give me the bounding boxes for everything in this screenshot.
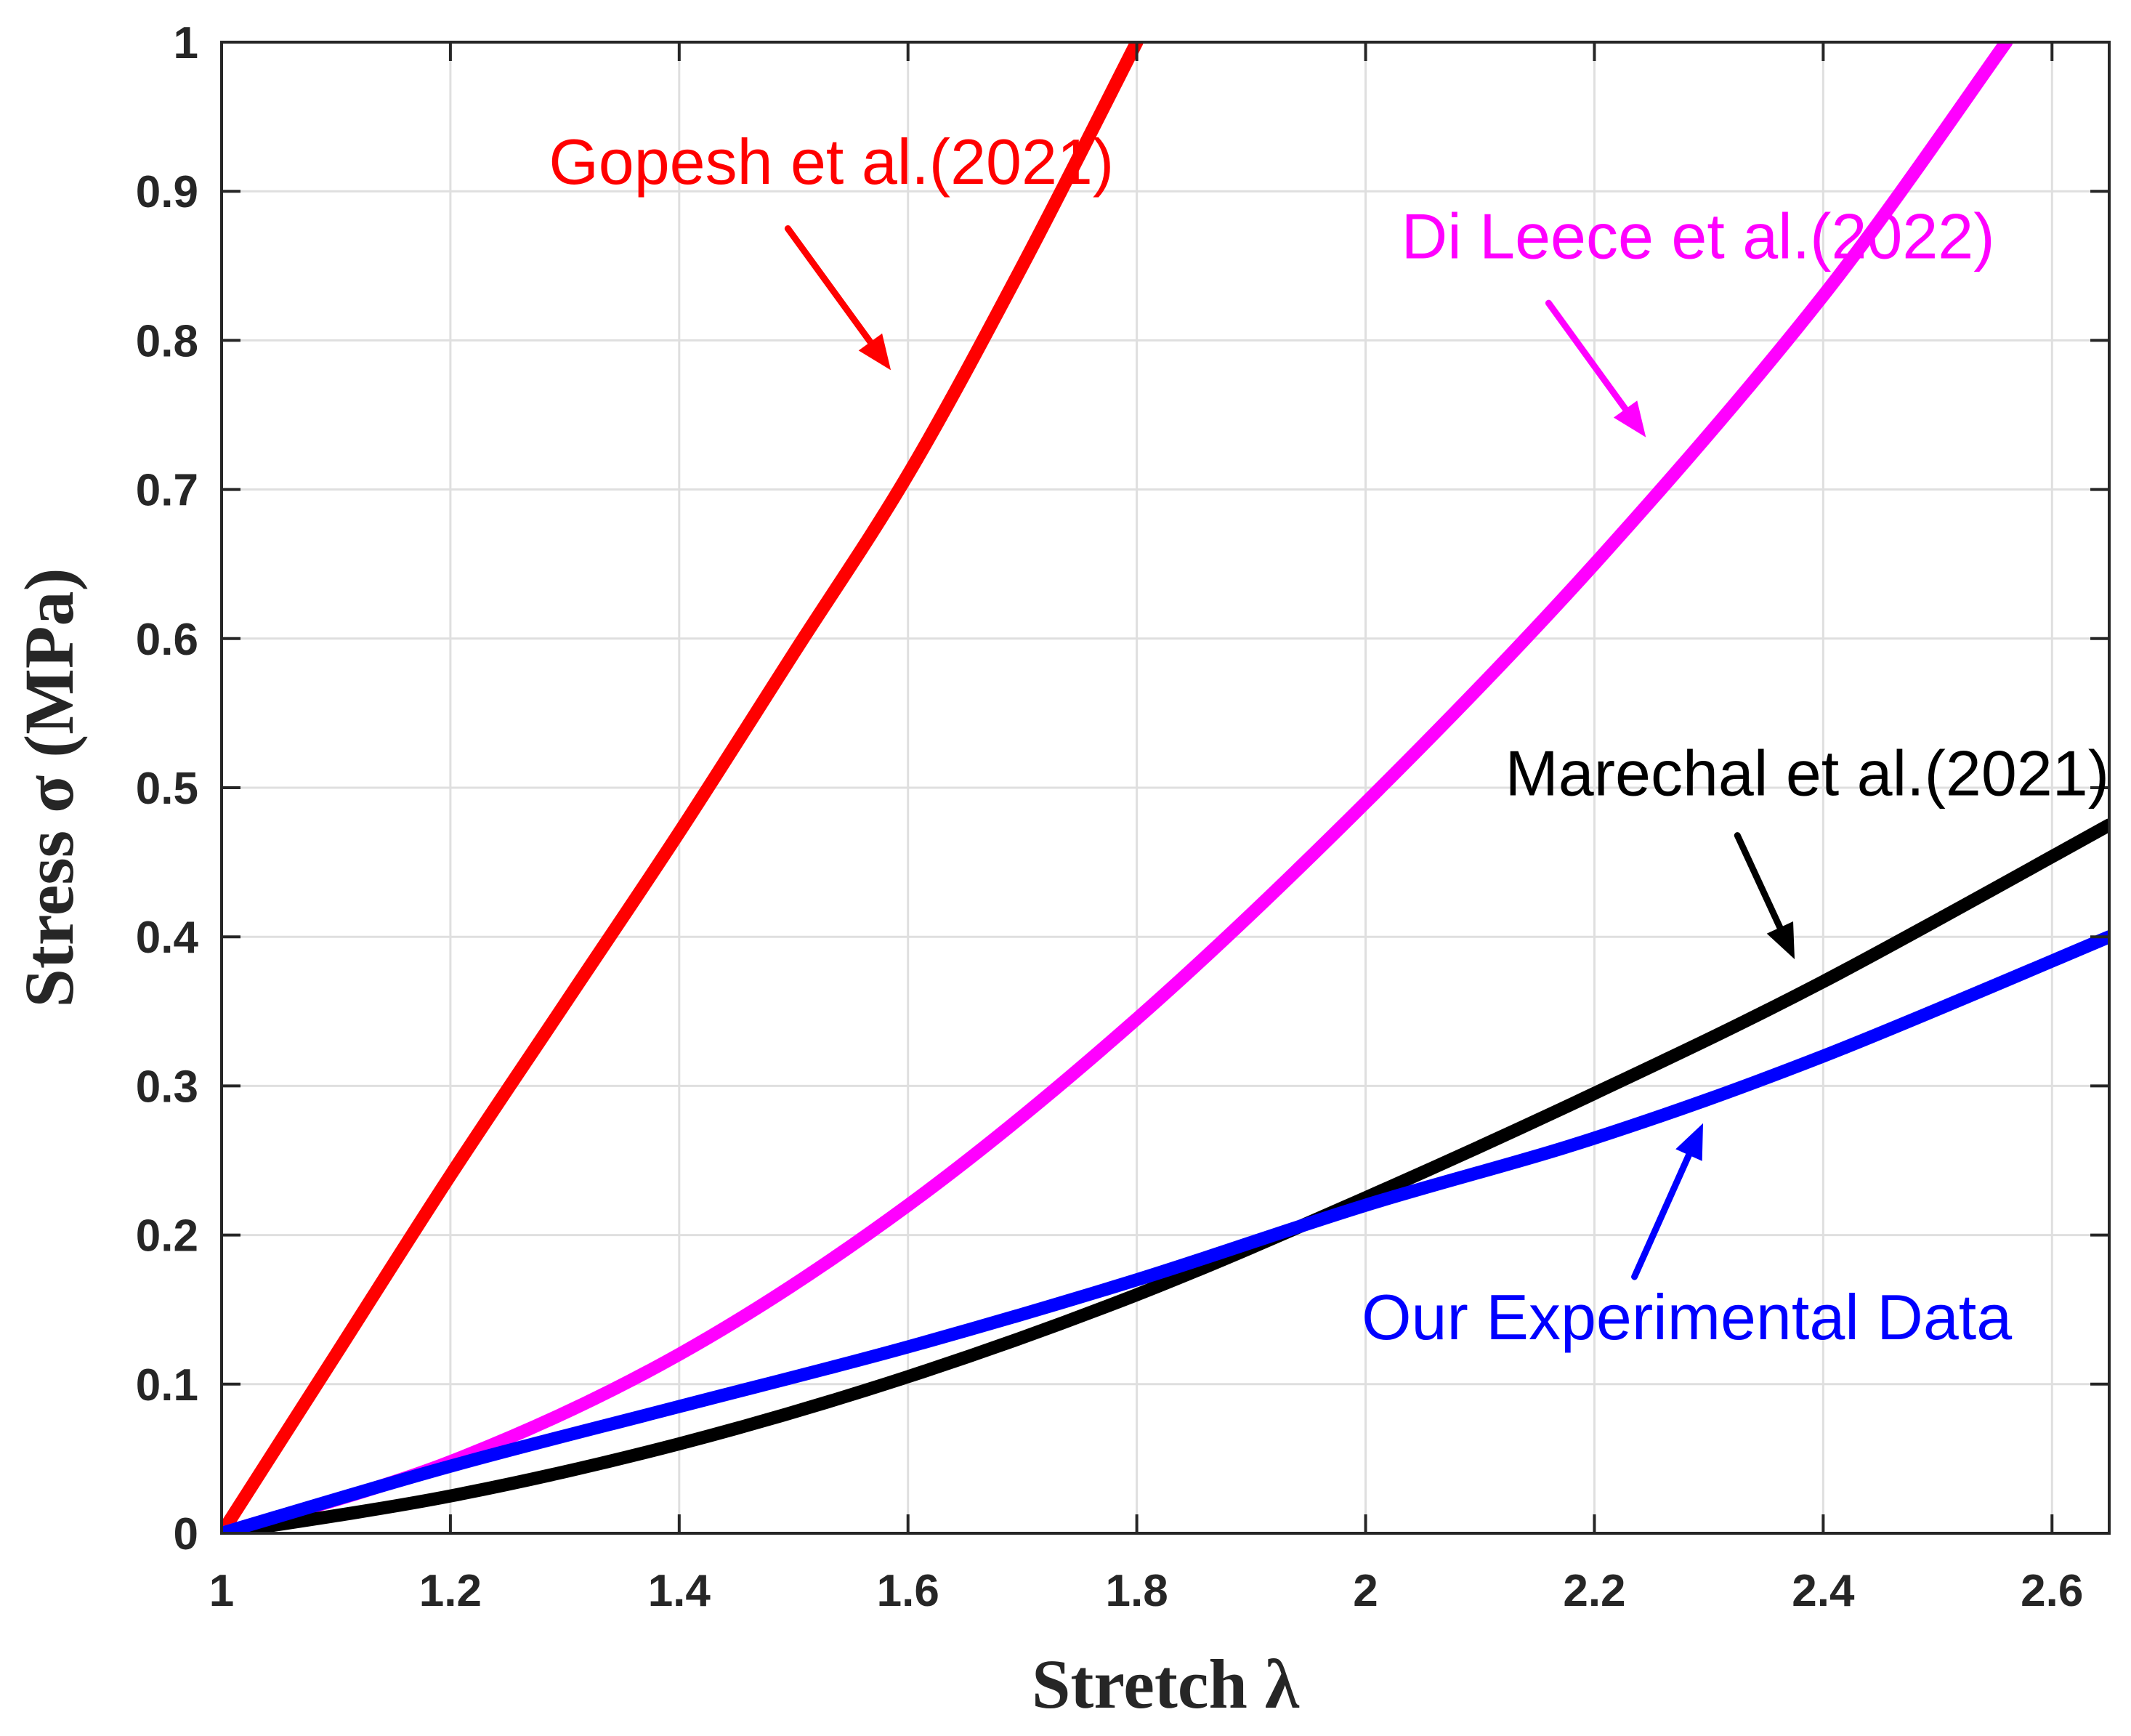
series-line-di-leece-et-al-2022 [222,42,2013,1533]
axis-ticks: 1 1.2 1.4 1.6 1.8 2 2.2 2.4 2.6 0 0.1 0.2 0.3 0.4 0.5 0… [136,18,2109,1616]
y-axis-label: Stress σ (MPa) [10,568,88,1008]
y-tick-label: 0.1 [136,1360,198,1410]
x-tick-label: 1.8 [1106,1566,1168,1616]
annotation-arrow-head [1675,1123,1703,1161]
series-line-marechal-et-al-2021 [222,818,2109,1533]
x-tick-label: 1.4 [648,1566,711,1616]
x-tick-label: 1 [209,1566,234,1616]
annotation-arrow-shaft [784,225,874,346]
annotations: Gopesh et al.(2021) Di Leece et al.(2022)… [549,126,2109,1353]
x-axis-label: Stretch λ [1032,1645,1300,1723]
y-tick-label: 0.7 [136,466,198,516]
x-tick-label: 2.2 [1563,1566,1625,1616]
x-tick-label: 1.2 [419,1566,482,1616]
y-tick-label: 0.4 [136,913,199,963]
annotation-arrow-head [1766,921,1795,959]
annotation-arrow-head [858,333,891,371]
annotation-arrow-shaft [1734,832,1784,931]
series-line-gopesh-et-al-2021 [222,42,1144,1533]
annotation-gopesh-et-al-2021: Gopesh et al.(2021) [549,126,1114,198]
y-tick-label: 1 [174,18,198,68]
annotation-arrow-shaft [1631,1152,1692,1280]
x-tick-label: 2.6 [2021,1566,2083,1616]
y-tick-label: 0.6 [136,615,198,665]
annotation-our-experimental-data: Our Experimental Data [1362,1281,2012,1353]
y-tick-label: 0.8 [136,316,198,366]
x-tick-label: 2 [1353,1566,1378,1616]
series-lines [222,42,2109,1533]
y-tick-label: 0.9 [136,167,198,217]
y-tick-label: 0.5 [136,764,198,814]
annotation-di-leece-et-al-2022: Di Leece et al.(2022) [1402,201,1995,272]
annotation-arrow-shaft [1545,299,1629,413]
y-tick-label: 0.3 [136,1062,198,1112]
annotation-marechal-et-al-2021: Marechal et al.(2021) [1505,737,2109,809]
x-tick-label: 2.4 [1792,1566,1855,1616]
y-tick-label: 0 [174,1509,198,1559]
annotation-arrow-head [1613,400,1646,437]
y-tick-label: 0.2 [136,1211,198,1261]
series-line-our-experimental-data [222,930,2109,1533]
x-tick-label: 1.6 [877,1566,939,1616]
